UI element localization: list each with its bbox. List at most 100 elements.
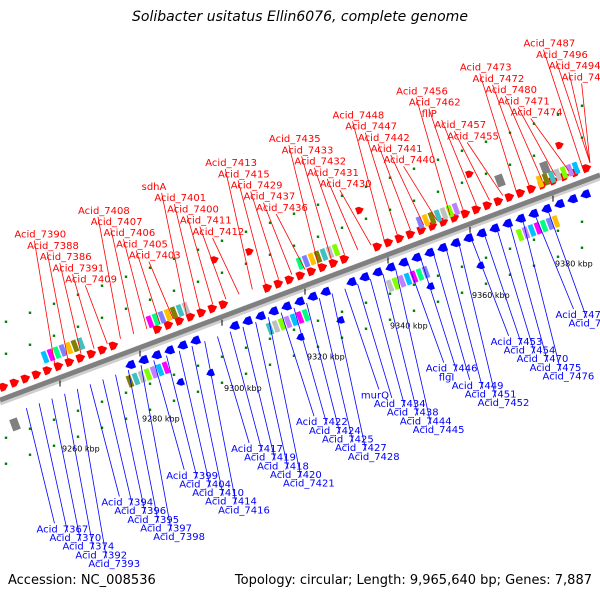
reverse-gene [398, 257, 410, 267]
guide-dot [244, 372, 248, 375]
reverse-gene [138, 354, 150, 365]
leader-line [344, 288, 380, 390]
forward-gene [75, 353, 86, 363]
leader-line [306, 302, 341, 434]
guide-dot [100, 284, 104, 287]
leader-line [59, 262, 82, 354]
gene-label: Acid_7428 [348, 452, 400, 463]
forward-gene [317, 263, 328, 273]
gene-label: Acid_7418 [257, 461, 309, 472]
gene-label: Acid_7494 [549, 61, 600, 72]
guide-dot [28, 427, 32, 430]
leader-line [102, 379, 133, 506]
gene-label: Acid_7421 [283, 479, 335, 490]
leader-line [484, 236, 523, 345]
forward-gene [42, 366, 53, 376]
guide-dot [76, 325, 80, 328]
gene-label: Acid_7433 [282, 145, 334, 156]
guide-dot [220, 271, 224, 274]
leader-line [72, 274, 95, 349]
topology-text: Topology: circular; Length: 9,965,640 bp… [234, 573, 592, 588]
gene-label: Acid_7430 [320, 179, 372, 190]
guide-dot [244, 262, 248, 265]
gene-label: Acid_7435 [269, 134, 321, 145]
forward-gene [218, 300, 229, 310]
gene-label: Acid_7480 [485, 85, 537, 96]
other-feature [515, 228, 525, 242]
guide-dot [28, 311, 32, 314]
guide-dot [244, 346, 248, 349]
leader-line [140, 365, 172, 532]
guide-dot [364, 185, 368, 188]
leader-line [403, 165, 438, 221]
gene-label: Acid_7394 [101, 498, 153, 509]
reverse-gene [437, 242, 449, 252]
guide-dot [220, 381, 224, 384]
leader-line [479, 73, 517, 191]
leader-line [76, 388, 107, 558]
leader-line [326, 178, 359, 250]
reverse-gene [307, 291, 319, 301]
guide-dot [292, 354, 296, 357]
leader-line [471, 240, 510, 336]
leader-line [568, 72, 591, 163]
guide-dot [100, 316, 104, 319]
guide-dot [292, 328, 296, 331]
forward-gene [465, 170, 474, 179]
other-feature [143, 368, 153, 381]
guide-dot [436, 274, 440, 277]
gene-label: Acid_7405 [116, 239, 168, 250]
leader-line [441, 119, 477, 206]
other-feature [539, 219, 549, 233]
gene-label: Acid_7404 [179, 479, 231, 490]
guide-dot [4, 352, 8, 355]
forward-gene [31, 370, 42, 380]
guide-dot [580, 220, 584, 223]
leader-line [64, 393, 94, 550]
forward-gene [504, 193, 515, 203]
guide-dot [148, 408, 152, 411]
guide-dot [268, 253, 272, 256]
reverse-gene [476, 261, 485, 270]
leader-line [268, 317, 302, 478]
backbone-shadow [0, 175, 600, 406]
gene-label: Acid_7390 [14, 230, 66, 241]
gene-label: Acid_7406 [103, 228, 155, 239]
leader-line [497, 231, 535, 354]
other-feature [76, 337, 86, 351]
leader-line [428, 108, 464, 211]
gene-label: Acid_7424 [309, 426, 361, 437]
gene-label: fliP [422, 109, 437, 120]
leader-line [127, 369, 159, 523]
gene-label: Acid_7393 [88, 559, 140, 570]
other-feature [535, 175, 545, 188]
gene-label: Acid_7425 [322, 434, 374, 445]
gene-label: Acid_7452 [478, 398, 530, 409]
leader-line [89, 384, 120, 497]
leader-line [263, 202, 293, 275]
other-feature [70, 339, 80, 353]
forward-gene [581, 164, 592, 174]
tick-label: 9280 kbp [142, 415, 180, 424]
tick-label: 9380 kbp [555, 260, 593, 269]
reverse-gene [385, 262, 397, 272]
forward-gene [245, 247, 254, 256]
guide-dot [28, 453, 32, 456]
other-feature [163, 308, 173, 322]
other-feature [553, 168, 563, 182]
forward-gene [163, 320, 174, 330]
gene-label: Acid_7487 [523, 39, 575, 50]
gene-label: Acid_7454 [504, 345, 556, 356]
other-feature [52, 346, 62, 360]
leader-line [459, 245, 497, 398]
other-feature [58, 343, 68, 357]
guide-dot [220, 355, 224, 358]
gene-label: Acid_7391 [53, 263, 105, 274]
other-feature [151, 313, 161, 326]
gene-label: Acid_7392 [75, 550, 127, 561]
other-feature [533, 221, 543, 235]
gene-label: Acid_7440 [383, 155, 435, 166]
other-feature [307, 252, 317, 266]
gene-label: Acid_7432 [294, 157, 346, 168]
reverse-gene [125, 359, 137, 369]
